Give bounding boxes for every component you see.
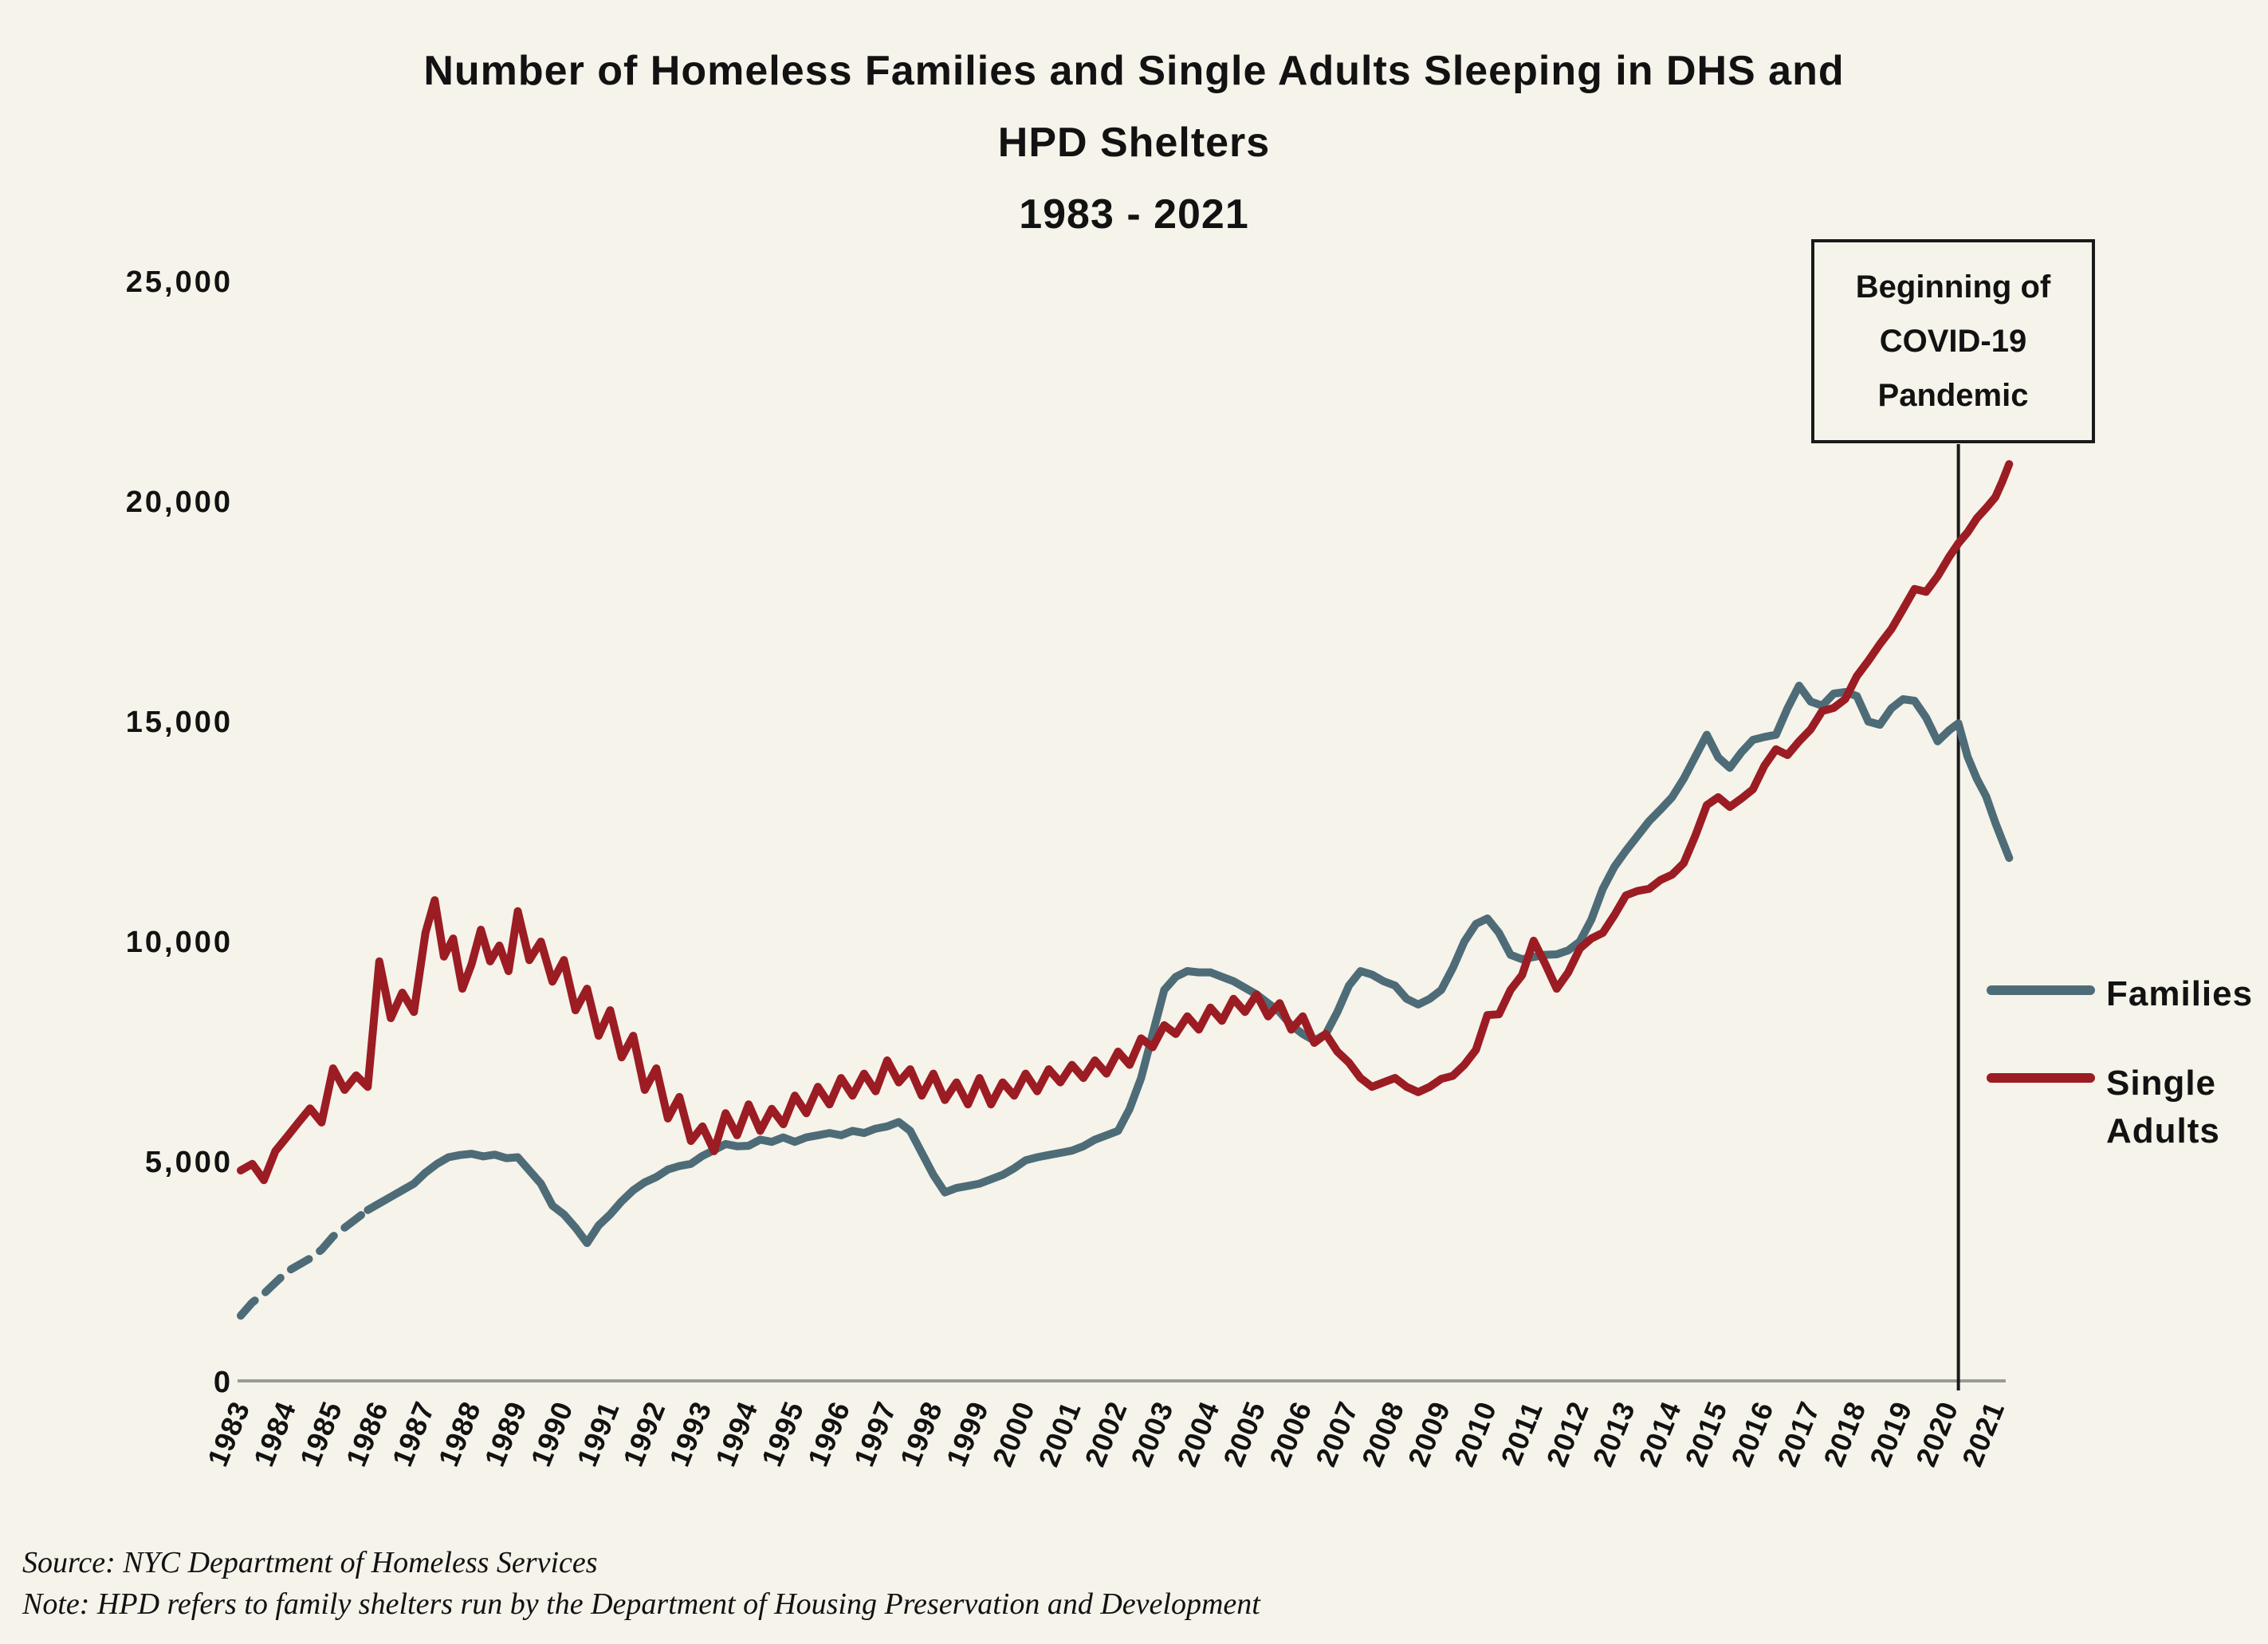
covid-annotation-box: Beginning of COVID-19 Pandemic — [1811, 239, 2095, 443]
y-tick-label: 15,000 — [126, 706, 233, 739]
legend-swatch-single-adults — [1987, 1073, 2095, 1083]
covid-annotation-line-3: Pandemic — [1877, 378, 2029, 413]
chart-title-line-1: Number of Homeless Families and Single A… — [423, 48, 1845, 94]
legend-label-adults: Adults — [2106, 1111, 2220, 1150]
legend-swatch-families — [1987, 985, 2095, 995]
chart-title: Number of Homeless Families and Single A… — [0, 35, 2268, 250]
covid-annotation-line-1: Beginning of — [1855, 269, 2051, 305]
y-tick-label: 10,000 — [126, 926, 233, 959]
chart-title-line-2: HPD Shelters — [997, 120, 1271, 166]
hpd-note: Note: HPD refers to family shelters run … — [22, 1587, 1260, 1621]
legend-label-families: Families — [2106, 974, 2254, 1013]
legend-label-single: Single — [2106, 1064, 2217, 1103]
y-tick-label: 5,000 — [145, 1146, 233, 1179]
families-line-dashed — [237, 1205, 372, 1320]
source-note: Source: NYC Department of Homeless Servi… — [22, 1546, 598, 1579]
y-tick-label: 25,000 — [126, 265, 233, 299]
x-tick-label: 2010 — [1448, 1397, 1503, 1471]
families-line — [364, 682, 2014, 1248]
y-tick-label: 0 — [214, 1366, 233, 1399]
chart-title-line-3: 1983 - 2021 — [1019, 191, 1249, 238]
x-tick-label: 2021 — [1956, 1397, 2011, 1471]
y-tick-label: 20,000 — [126, 486, 233, 519]
single-adults-line — [237, 460, 2014, 1185]
covid-annotation-line-2: COVID-19 — [1879, 324, 2027, 359]
